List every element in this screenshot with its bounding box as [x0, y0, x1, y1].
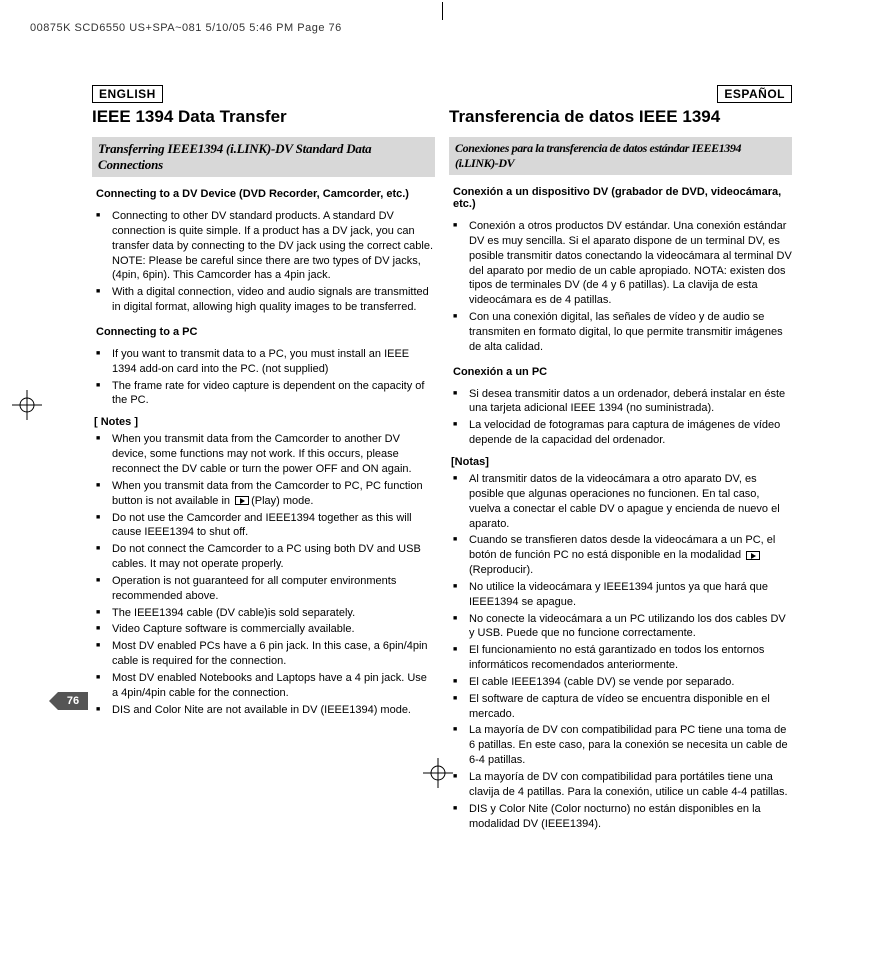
list-item: Si desea transmitir datos a un ordenador… — [453, 387, 792, 417]
notes-list-es: Al transmitir datos de la videocámara a … — [449, 472, 792, 831]
list-item: DIS and Color Nite are not available in … — [96, 703, 435, 718]
list-item: La mayoría de DV con compatibilidad para… — [453, 723, 792, 768]
list-item: If you want to transmit data to a PC, yo… — [96, 347, 435, 377]
list-item: No conecte la videocámara a un PC utiliz… — [453, 612, 792, 642]
list-item: When you transmit data from the Camcorde… — [96, 432, 435, 477]
column-spanish: ESPAÑOL Transferencia de datos IEEE 1394… — [449, 85, 792, 839]
list-item: Most DV enabled Notebooks and Laptops ha… — [96, 671, 435, 701]
list-item: El software de captura de vídeo se encue… — [453, 692, 792, 722]
list-item: When you transmit data from the Camcorde… — [96, 479, 435, 509]
list-item: Con una conexión digital, las señales de… — [453, 310, 792, 355]
subheading-dv-device-es: Conexión a un dispositivo DV (grabador d… — [449, 183, 792, 213]
list-item: El funcionamiento no está garantizado en… — [453, 643, 792, 673]
subheading-dv-device-en: Connecting to a DV Device (DVD Recorder,… — [92, 185, 435, 203]
list-item: Conexión a otros productos DV estándar. … — [453, 219, 792, 308]
list-dv-device-es: Conexión a otros productos DV estándar. … — [449, 219, 792, 355]
crop-mark-top-center — [428, 2, 468, 42]
list-item: La velocidad de fotogramas para captura … — [453, 418, 792, 448]
page-number-tab: 76 — [58, 692, 88, 710]
list-item: Al transmitir datos de la videocámara a … — [453, 472, 792, 531]
play-icon — [746, 551, 760, 560]
list-item: No utilice la videocámara y IEEE1394 jun… — [453, 580, 792, 610]
list-item: With a digital connection, video and aud… — [96, 285, 435, 315]
list-item: The IEEE1394 cable (DV cable)is sold sep… — [96, 606, 435, 621]
list-item: The frame rate for video capture is depe… — [96, 379, 435, 409]
list-item: Most DV enabled PCs have a 6 pin jack. I… — [96, 639, 435, 669]
section-banner-en: Transferring IEEE1394 (i.LINK)-DV Standa… — [92, 137, 435, 177]
list-item: Operation is not guaranteed for all comp… — [96, 574, 435, 604]
notes-list-en: When you transmit data from the Camcorde… — [92, 432, 435, 717]
main-title-es: Transferencia de datos IEEE 1394 — [449, 107, 792, 127]
subheading-pc-es: Conexión a un PC — [449, 363, 792, 381]
registration-mark-left — [12, 390, 42, 420]
list-dv-device-en: Connecting to other DV standard products… — [92, 209, 435, 315]
subheading-pc-en: Connecting to a PC — [92, 323, 435, 341]
list-pc-en: If you want to transmit data to a PC, yo… — [92, 347, 435, 408]
list-item: DIS y Color Nite (Color nocturno) no est… — [453, 802, 792, 832]
notes-heading-en: [ Notes ] — [92, 416, 435, 428]
print-header: 00875K SCD6550 US+SPA~081 5/10/05 5:46 P… — [30, 22, 342, 34]
play-icon — [235, 496, 249, 505]
list-item: El cable IEEE1394 (cable DV) se vende po… — [453, 675, 792, 690]
list-pc-es: Si desea transmitir datos a un ordenador… — [449, 387, 792, 448]
notes-heading-es: [Notas] — [449, 456, 792, 468]
language-label-es: ESPAÑOL — [717, 85, 792, 103]
list-item: Do not use the Camcorder and IEEE1394 to… — [96, 511, 435, 541]
list-item: Video Capture software is commercially a… — [96, 622, 435, 637]
column-english: ENGLISH IEEE 1394 Data Transfer Transfer… — [92, 85, 435, 839]
section-banner-es: Conexiones para la transferencia de dato… — [449, 137, 792, 175]
language-label-en: ENGLISH — [92, 85, 163, 103]
list-item: Cuando se transfieren datos desde la vid… — [453, 533, 792, 578]
list-item: La mayoría de DV con compatibilidad para… — [453, 770, 792, 800]
list-item: Connecting to other DV standard products… — [96, 209, 435, 283]
page-content: ENGLISH IEEE 1394 Data Transfer Transfer… — [92, 85, 792, 839]
main-title-en: IEEE 1394 Data Transfer — [92, 107, 435, 127]
list-item: Do not connect the Camcorder to a PC usi… — [96, 542, 435, 572]
